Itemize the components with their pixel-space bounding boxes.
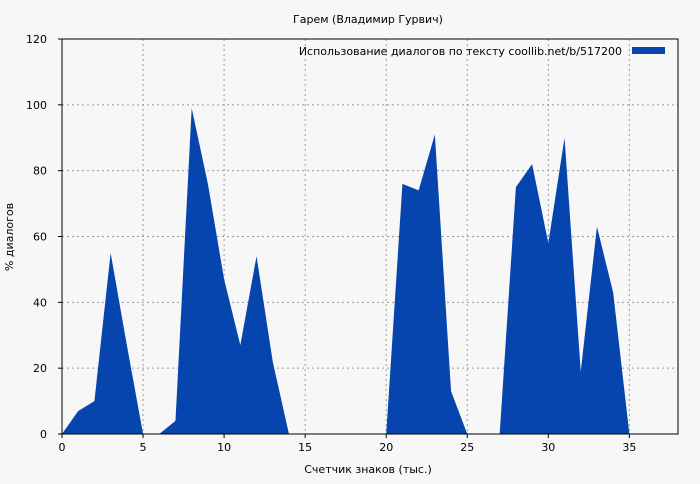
x-tick-label: 15 — [298, 441, 312, 454]
x-tick-label: 0 — [59, 441, 66, 454]
y-tick-label: 0 — [40, 428, 47, 441]
x-tick-label: 30 — [541, 441, 555, 454]
y-tick-label: 80 — [33, 165, 47, 178]
y-tick-label: 120 — [26, 33, 47, 46]
x-axis-label: Счетчик знаков (тыс.) — [304, 463, 432, 476]
series-area — [62, 108, 630, 434]
legend: Использование диалогов по тексту coollib… — [299, 45, 665, 58]
legend-swatch — [632, 47, 665, 54]
grid — [62, 38, 678, 434]
y-tick-label: 60 — [33, 231, 47, 244]
x-tick-label: 5 — [140, 441, 147, 454]
y-tick-label: 40 — [33, 296, 47, 309]
x-axis-ticks: 0 5 10 15 20 25 30 35 — [59, 434, 636, 454]
x-tick-label: 25 — [460, 441, 474, 454]
plot-area — [62, 108, 630, 434]
x-tick-label: 20 — [379, 441, 393, 454]
y-axis-label: % диалогов — [3, 203, 16, 271]
y-tick-label: 20 — [33, 362, 47, 375]
y-tick-label: 100 — [26, 99, 47, 112]
legend-label: Использование диалогов по тексту coollib… — [299, 45, 622, 58]
x-tick-label: 10 — [217, 441, 231, 454]
x-tick-label: 35 — [622, 441, 636, 454]
chart-title: Гарем (Владимир Гурвич) — [293, 13, 443, 26]
y-axis-ticks: 0 20 40 60 80 100 120 — [26, 33, 62, 441]
